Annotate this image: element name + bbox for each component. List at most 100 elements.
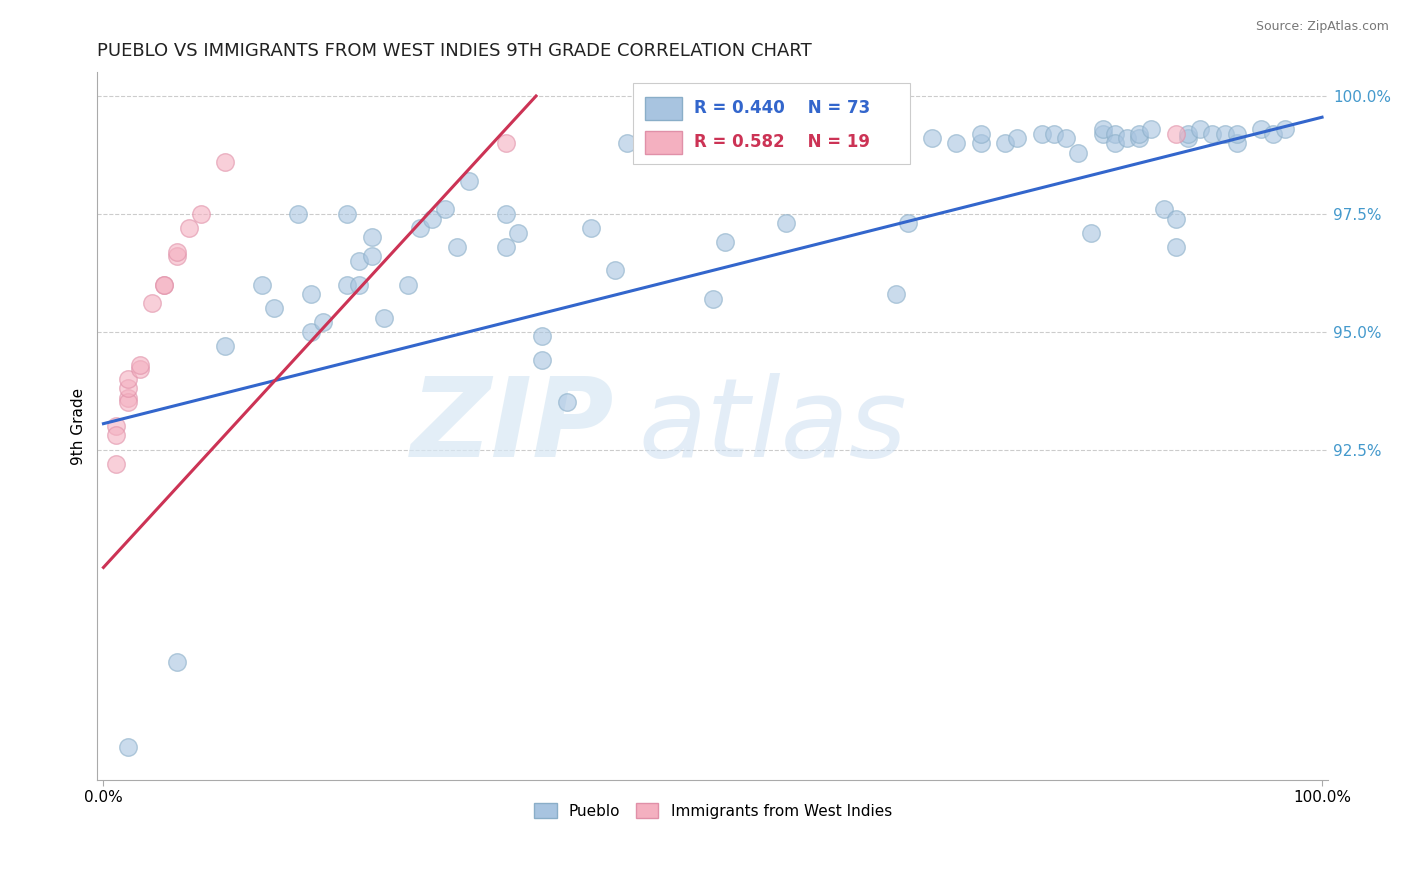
Point [884, 287, 907, 301]
Point [433, 202, 456, 216]
Point [1164, 127, 1187, 141]
Point [1177, 127, 1199, 141]
Point [1128, 127, 1150, 141]
Point [1067, 145, 1090, 160]
Point [1177, 131, 1199, 145]
Legend: Pueblo, Immigrants from West Indies: Pueblo, Immigrants from West Indies [527, 797, 898, 825]
Point [166, 244, 188, 259]
Y-axis label: 9th Grade: 9th Grade [72, 387, 86, 465]
Point [250, 277, 273, 292]
Point [555, 395, 578, 409]
Point [702, 292, 724, 306]
Point [104, 457, 127, 471]
Point [641, 136, 664, 150]
Point [141, 296, 163, 310]
Point [153, 277, 176, 292]
Point [166, 655, 188, 669]
FancyBboxPatch shape [633, 83, 910, 164]
Point [458, 174, 481, 188]
Point [117, 381, 139, 395]
Point [129, 358, 152, 372]
Point [1189, 122, 1212, 136]
Point [1140, 122, 1163, 136]
Point [349, 277, 371, 292]
Point [287, 207, 309, 221]
Point [1007, 131, 1029, 145]
Point [970, 127, 993, 141]
Point [945, 136, 967, 150]
Point [299, 325, 322, 339]
Point [117, 739, 139, 754]
Point [921, 131, 943, 145]
Point [970, 136, 993, 150]
Point [422, 211, 444, 226]
Point [495, 240, 517, 254]
Point [531, 329, 554, 343]
Point [336, 207, 359, 221]
Point [1104, 136, 1126, 150]
Point [1213, 127, 1236, 141]
Point [360, 230, 382, 244]
Point [579, 221, 602, 235]
Point [714, 235, 737, 249]
Point [312, 315, 335, 329]
Point [409, 221, 432, 235]
Point [177, 221, 200, 235]
Point [104, 428, 127, 442]
FancyBboxPatch shape [645, 97, 682, 120]
Point [1116, 131, 1139, 145]
Point [214, 155, 236, 169]
Point [616, 136, 638, 150]
Point [495, 136, 517, 150]
Point [1164, 240, 1187, 254]
Text: R = 0.582    N = 19: R = 0.582 N = 19 [695, 134, 870, 152]
Point [994, 136, 1017, 150]
Text: ZIP: ZIP [411, 373, 614, 480]
Point [104, 419, 127, 434]
Point [1250, 122, 1272, 136]
Point [396, 277, 419, 292]
Point [1274, 122, 1296, 136]
Point [263, 301, 285, 315]
Text: R = 0.440    N = 73: R = 0.440 N = 73 [695, 100, 870, 118]
Point [166, 249, 188, 263]
Point [1153, 202, 1175, 216]
Point [1091, 122, 1114, 136]
Point [117, 391, 139, 405]
Point [1091, 127, 1114, 141]
Point [689, 131, 711, 145]
Point [190, 207, 212, 221]
Point [1080, 226, 1102, 240]
Point [1128, 131, 1150, 145]
Point [129, 362, 152, 376]
Point [349, 254, 371, 268]
FancyBboxPatch shape [645, 131, 682, 153]
Point [153, 277, 176, 292]
Point [897, 216, 920, 230]
Point [824, 136, 846, 150]
Point [848, 136, 870, 150]
Point [1226, 127, 1249, 141]
Text: PUEBLO VS IMMIGRANTS FROM WEST INDIES 9TH GRADE CORRELATION CHART: PUEBLO VS IMMIGRANTS FROM WEST INDIES 9T… [97, 42, 813, 60]
Point [117, 395, 139, 409]
Point [775, 216, 797, 230]
Point [446, 240, 468, 254]
Point [605, 263, 627, 277]
Point [299, 287, 322, 301]
Point [1226, 136, 1249, 150]
Point [751, 136, 773, 150]
Point [1201, 127, 1223, 141]
Point [1263, 127, 1285, 141]
Text: atlas: atlas [638, 373, 907, 480]
Point [1164, 211, 1187, 226]
Point [1031, 127, 1053, 141]
Point [531, 353, 554, 368]
Point [495, 207, 517, 221]
Point [1043, 127, 1066, 141]
Point [360, 249, 382, 263]
Text: Source: ZipAtlas.com: Source: ZipAtlas.com [1256, 20, 1389, 33]
Point [214, 339, 236, 353]
Point [1054, 131, 1077, 145]
Point [1104, 127, 1126, 141]
Point [373, 310, 395, 325]
